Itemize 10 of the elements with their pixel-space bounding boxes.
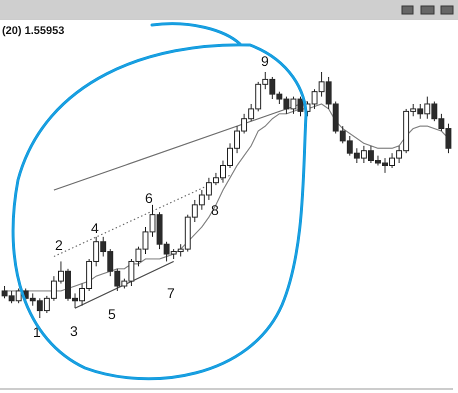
annotation: 5 (108, 306, 116, 322)
annotation: 8 (211, 202, 219, 218)
annotation: 2 (55, 237, 63, 253)
annotation: 7 (167, 285, 175, 301)
text: 3 (70, 323, 78, 339)
text: (20) 1.55953 (2, 25, 64, 37)
text: 1 (33, 324, 41, 340)
text: 9 (261, 53, 269, 69)
annotation: 6 (145, 190, 153, 206)
annotation: 4 (91, 220, 99, 236)
